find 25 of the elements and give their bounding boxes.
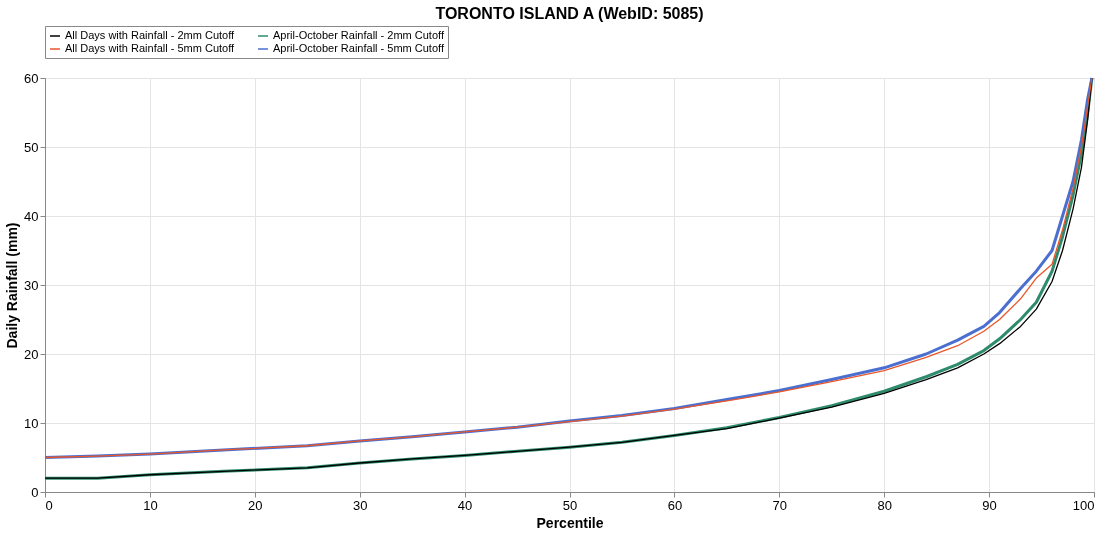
x-axis-title: Percentile <box>536 514 604 531</box>
legend-label: All Days with Rainfall - 2mm Cutoff <box>65 29 236 41</box>
x-tick-label: 90 <box>982 497 997 513</box>
legend-label: April-October Rainfall - 5mm Cutoff <box>273 42 445 54</box>
x-tick-label: 20 <box>248 497 263 513</box>
legend-label: April-October Rainfall - 2mm Cutoff <box>273 29 445 41</box>
y-tick-label: 20 <box>24 346 39 362</box>
legend-label: All Days with Rainfall - 5mm Cutoff <box>65 42 236 54</box>
y-tick-label: 60 <box>24 70 39 86</box>
x-tick-label: 50 <box>562 497 578 513</box>
x-tick-label: 0 <box>45 497 53 513</box>
y-tick-label: 50 <box>24 139 39 155</box>
x-tick-label: 40 <box>457 497 473 513</box>
x-tick-label: 70 <box>772 497 788 513</box>
chart-title: TORONTO ISLAND A (WebID: 5085) <box>435 4 704 22</box>
y-axis-title: Daily Rainfall (mm) <box>4 222 21 349</box>
y-tick-label: 30 <box>24 277 39 293</box>
y-tick-label: 0 <box>31 484 39 500</box>
x-tick-label: 60 <box>667 497 683 513</box>
y-tick-label: 10 <box>24 415 39 431</box>
x-tick-label: 80 <box>877 497 892 513</box>
x-tick-label: 100 <box>1072 497 1095 513</box>
x-tick-label: 10 <box>143 497 158 513</box>
y-tick-label: 40 <box>24 208 39 224</box>
x-tick-label: 30 <box>352 497 368 513</box>
